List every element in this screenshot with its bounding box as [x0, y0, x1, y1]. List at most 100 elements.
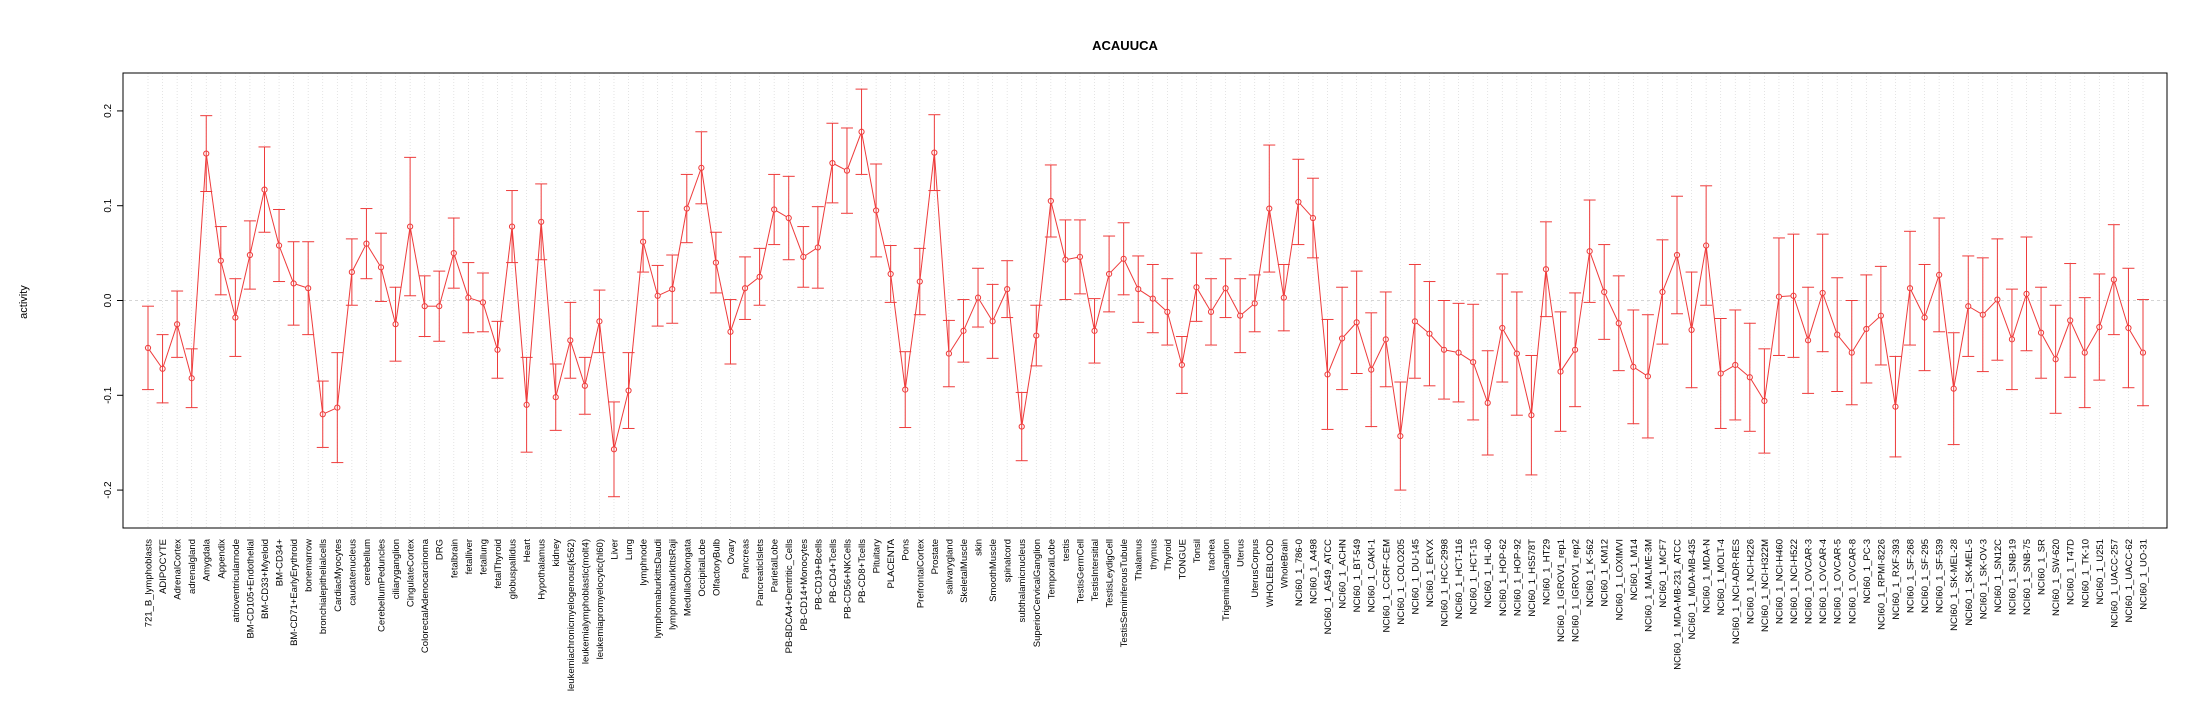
- data-point: [275, 242, 283, 249]
- x-tick-label: BM-CD71+EarlyErythroid: [289, 539, 300, 646]
- series-segment: [1154, 299, 1166, 311]
- data-point: [1790, 292, 1797, 299]
- data-point: [2008, 336, 2016, 343]
- series-segment: [1211, 290, 1225, 310]
- series-segment: [410, 229, 425, 304]
- x-tick-label: ciliaryganglion: [391, 539, 402, 599]
- x-tick-label: fetallung: [478, 539, 489, 575]
- series-segment: [1006, 291, 1022, 425]
- x-tick-label: NCI60_1_UACC-257: [2109, 539, 2120, 628]
- data-point: [1455, 349, 1462, 356]
- series-segment: [1503, 330, 1516, 352]
- data-point: [669, 286, 676, 293]
- series-segment: [1269, 211, 1284, 296]
- series-segment: [454, 255, 469, 296]
- data-point: [436, 303, 443, 310]
- data-point: [800, 253, 807, 260]
- data-point: [174, 321, 181, 328]
- y-tick-label: -0.1: [103, 386, 114, 404]
- data-point: [1761, 397, 1768, 405]
- data-point: [1557, 368, 1564, 375]
- series-segment: [628, 244, 644, 389]
- x-tick-label: ColorectalAdenocarcinoma: [420, 538, 431, 653]
- x-tick-label: NCI60_1_SK-OV-3: [1978, 539, 1989, 619]
- series-segment: [949, 332, 963, 352]
- plot-frame: [122, 72, 2168, 529]
- data-point: [1848, 349, 1855, 356]
- x-tick-label: NCI60_1_OVCAR-3: [1804, 539, 1815, 624]
- data-point: [2037, 329, 2045, 336]
- data-point: [1120, 255, 1127, 262]
- data-point: [683, 205, 690, 212]
- x-tick-label: PrefrontalCortex: [915, 539, 926, 608]
- x-tick-label: UterusCorpus: [1250, 539, 1261, 598]
- data-point: [1353, 319, 1360, 326]
- series-segment: [570, 342, 585, 384]
- x-tick-label: NCI60_1_EKVX: [1425, 538, 1436, 607]
- x-tick-label: NCI60_1_UO-31: [2139, 539, 2150, 610]
- data-point: [1295, 198, 1302, 206]
- x-tick-label: NCI60_1_NCI-H226: [1745, 539, 1756, 624]
- x-tick-label: TemporalLobe: [1046, 539, 1057, 599]
- x-tick-label: Amygdala: [202, 538, 213, 581]
- series-segment: [1283, 204, 1299, 296]
- x-tick-label: NCI60_1_RXF-393: [1891, 539, 1902, 620]
- x-tick-label: TrigeminalGanglion: [1221, 539, 1232, 621]
- data-point: [1513, 350, 1520, 357]
- series-segment: [1140, 290, 1151, 298]
- x-tick-label: NCI60_1_LOXIMVI: [1614, 539, 1625, 620]
- data-point: [1863, 325, 1870, 333]
- data-point: [1615, 320, 1622, 327]
- x-tick-label: NCI60_1_TK-10: [2080, 539, 2091, 608]
- data-point: [1338, 335, 1346, 342]
- x-tick-label: PB-CD19+Bcells: [813, 539, 824, 610]
- series-segment: [701, 170, 717, 261]
- x-tick-label: NCI60_1_OVCAR-4: [1818, 539, 1829, 624]
- series-segment: [2114, 281, 2129, 326]
- series-segment: [1181, 289, 1197, 363]
- data-point: [421, 303, 428, 310]
- series-segment: [1895, 290, 1911, 405]
- series-segment: [599, 323, 615, 447]
- series-segment: [2012, 296, 2027, 338]
- series-segment: [367, 245, 381, 266]
- series-segment: [1722, 365, 1734, 373]
- x-tick-label: lymphomaburkittsDaudi: [653, 539, 664, 638]
- data-point: [596, 318, 603, 325]
- data-point: [1877, 312, 1884, 319]
- x-tick-label: NCI60_1_HCC-2998: [1440, 539, 1451, 627]
- data-point: [858, 128, 865, 135]
- series-segment: [1561, 351, 1575, 370]
- series-segment: [1226, 290, 1240, 314]
- data-point: [1892, 403, 1899, 410]
- data-point: [407, 223, 414, 230]
- series-segment: [324, 408, 336, 414]
- data-point: [829, 159, 836, 167]
- x-tick-label: NCI60_1_HCT-116: [1454, 539, 1465, 619]
- x-tick-label: PLACENTA: [886, 538, 897, 588]
- series-segment: [993, 291, 1007, 320]
- data-point: [1368, 366, 1375, 373]
- series-segment: [1647, 294, 1663, 374]
- x-tick-label: BM-CD33+Myeloid: [260, 539, 271, 619]
- x-tick-label: NCI60_1_SW-620: [2051, 539, 2062, 616]
- data-point: [290, 280, 297, 287]
- series-segment: [659, 289, 671, 296]
- data-point: [581, 382, 588, 389]
- data-point: [2081, 349, 2088, 356]
- data-point: [1644, 373, 1651, 380]
- x-tick-label: fetalbrain: [449, 539, 460, 578]
- data-point: [1819, 289, 1826, 297]
- series-segment: [643, 244, 658, 294]
- data-point: [523, 401, 530, 408]
- data-point: [873, 207, 880, 214]
- series-segment: [191, 156, 207, 376]
- series-segment: [730, 290, 745, 330]
- data-point: [785, 214, 792, 222]
- x-tick-label: NCI60_1_SF-295: [1920, 539, 1931, 613]
- x-tick-label: NCI60_1_OVCAR-8: [1847, 539, 1858, 624]
- data-point: [203, 150, 210, 157]
- x-tick-label: adrenalgland: [187, 539, 198, 594]
- series-segment: [1197, 289, 1211, 310]
